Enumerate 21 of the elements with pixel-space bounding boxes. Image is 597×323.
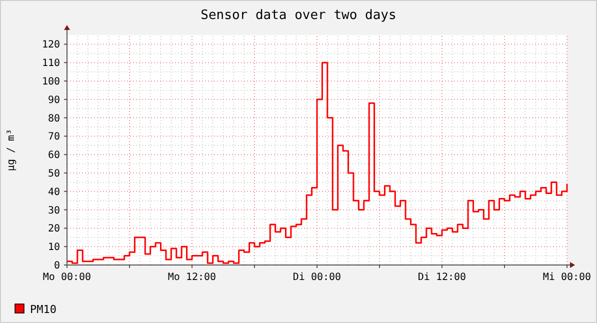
y-tick-label: 100 xyxy=(42,76,60,88)
y-tick-label: 90 xyxy=(48,94,60,106)
legend-label: PM10 xyxy=(30,303,56,316)
x-tick-label: Di 00:00 xyxy=(292,272,342,283)
y-tick-label: 110 xyxy=(42,58,60,70)
chart-title: Sensor data over two days xyxy=(200,8,396,23)
y-axis-title: µg / m³ xyxy=(6,128,17,172)
y-tick-label: 60 xyxy=(48,150,60,162)
x-tick-label: Mo 00:00 xyxy=(42,272,92,283)
y-tick-label: 50 xyxy=(48,168,60,180)
x-tick-label: Mi 00:00 xyxy=(542,272,592,283)
y-tick-label: 70 xyxy=(48,132,60,143)
y-tick-label: 30 xyxy=(48,205,60,216)
y-tick-label: 40 xyxy=(48,186,60,198)
y-tick-label: 20 xyxy=(48,224,60,235)
y-tick-label: 10 xyxy=(48,242,60,254)
y-tick-label: 80 xyxy=(48,113,60,124)
x-tick-label: Di 12:00 xyxy=(418,272,466,283)
y-tick-label: 120 xyxy=(42,40,60,51)
y-tick-label: 0 xyxy=(54,260,60,272)
x-tick-label: Mo 12:00 xyxy=(168,272,216,283)
